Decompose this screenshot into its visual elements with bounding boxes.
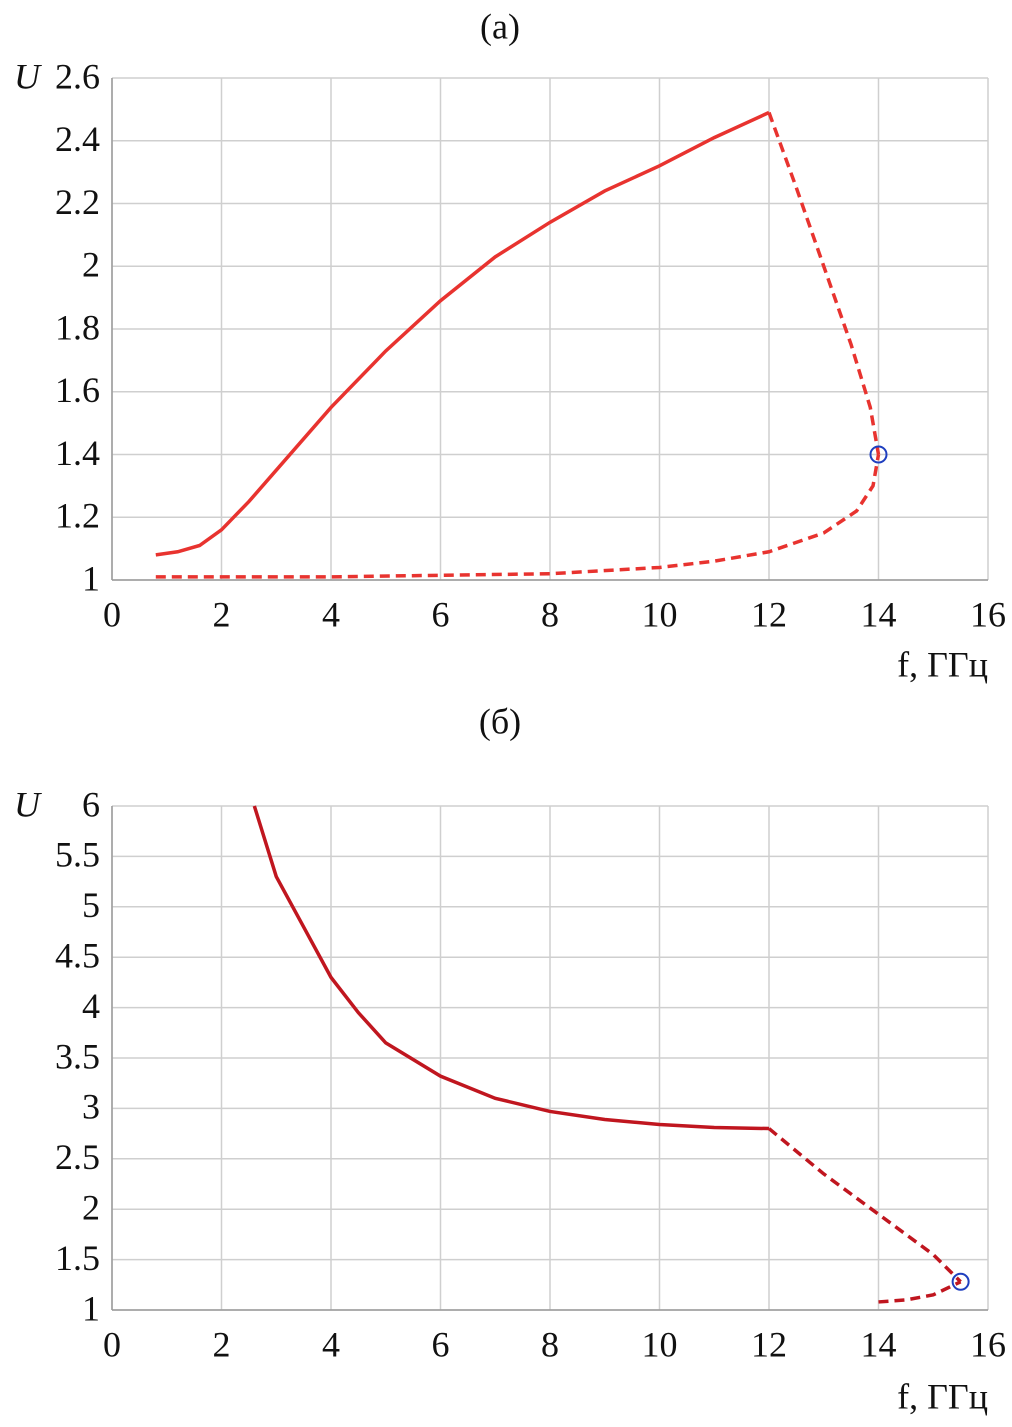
y-tick-label: 3.5 — [55, 1036, 100, 1076]
dashed-line — [767, 111, 881, 455]
point-marker — [951, 1272, 970, 1291]
x-tick-label: 12 — [751, 594, 787, 634]
x-tick-label: 2 — [213, 1324, 231, 1364]
x-tick-label: 14 — [861, 1324, 897, 1364]
y-tick-label: 2.6 — [55, 56, 100, 96]
x-tick-label: 6 — [432, 594, 450, 634]
x-tick-label: 10 — [642, 1324, 678, 1364]
y-tick-label: 6 — [82, 784, 100, 824]
x-tick-label: 16 — [970, 594, 1006, 634]
solid-line — [155, 110, 770, 557]
y-tick-label: 3 — [82, 1087, 100, 1127]
x-tick-label: 16 — [970, 1324, 1006, 1364]
dashed-line — [767, 1127, 962, 1284]
x-axis-label: f, ГГц — [897, 644, 988, 684]
x-tick-label: 0 — [103, 1324, 121, 1364]
y-tick-label: 2.2 — [55, 182, 100, 222]
dashed-line — [155, 454, 881, 579]
y-axis-label: U — [14, 56, 42, 96]
chart-title: (б) — [479, 701, 521, 741]
y-tick-label: 2.4 — [55, 119, 100, 159]
x-tick-label: 4 — [322, 1324, 340, 1364]
y-tick-label: 5 — [82, 885, 100, 925]
x-tick-label: 6 — [432, 1324, 450, 1364]
y-tick-label: 2.5 — [55, 1137, 100, 1177]
y-tick-label: 5.5 — [55, 835, 100, 875]
y-tick-label: 1.4 — [55, 433, 100, 473]
y-tick-label: 1.5 — [55, 1238, 100, 1278]
y-tick-label: 2 — [82, 1187, 100, 1227]
y-tick-label: 1 — [82, 558, 100, 598]
y-tick-label: 1 — [82, 1288, 100, 1328]
point-marker — [869, 445, 888, 464]
x-tick-label: 14 — [861, 594, 897, 634]
x-tick-label: 8 — [541, 1324, 559, 1364]
x-tick-label: 12 — [751, 1324, 787, 1364]
x-tick-label: 2 — [213, 594, 231, 634]
x-tick-label: 0 — [103, 594, 121, 634]
y-tick-label: 4 — [82, 986, 100, 1026]
dashed-line — [878, 1280, 962, 1304]
solid-line — [252, 805, 770, 1131]
x-tick-label: 10 — [642, 594, 678, 634]
y-axis-label: U — [14, 784, 42, 824]
x-axis-label: f, ГГц — [897, 1376, 988, 1416]
y-tick-label: 2 — [82, 245, 100, 285]
y-tick-label: 1.2 — [55, 496, 100, 536]
chart-title: (а) — [480, 6, 520, 46]
y-tick-label: 1.6 — [55, 370, 100, 410]
x-tick-label: 4 — [322, 594, 340, 634]
y-tick-label: 4.5 — [55, 935, 100, 975]
x-tick-label: 8 — [541, 594, 559, 634]
y-tick-label: 1.8 — [55, 307, 100, 347]
